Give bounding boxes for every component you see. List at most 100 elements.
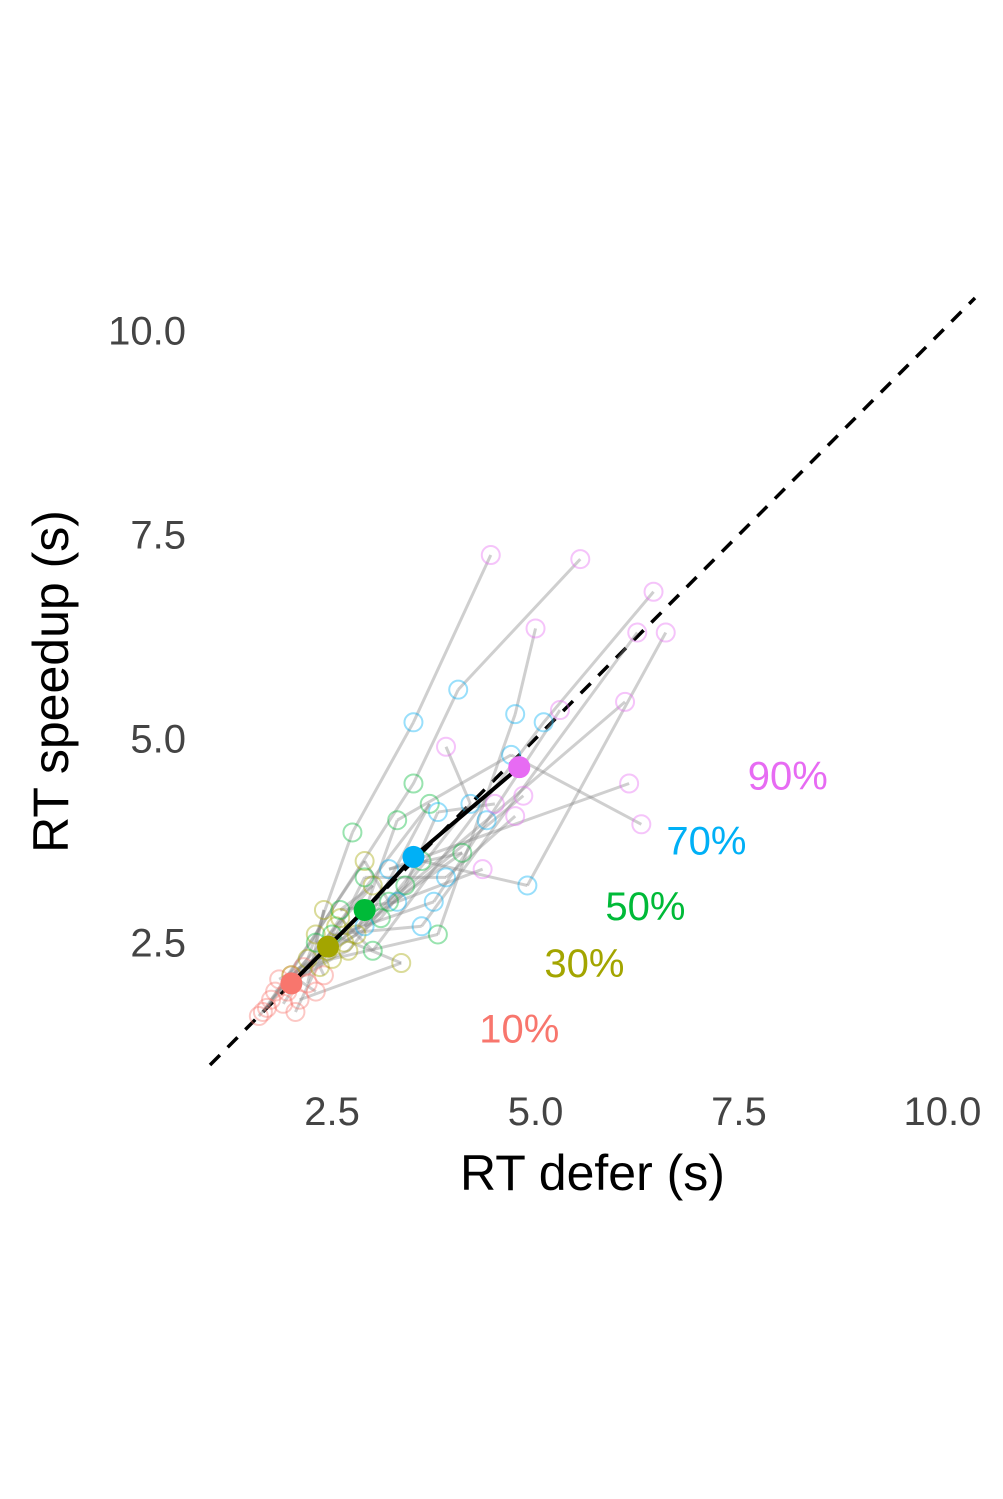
participant-segment (396, 753, 512, 822)
participant-segment (421, 859, 528, 887)
data-point (387, 810, 408, 831)
participant-segment (437, 802, 496, 814)
data-point (525, 618, 546, 639)
data-point (338, 940, 359, 961)
data-point (533, 712, 554, 733)
participant-segment (331, 933, 402, 965)
participant-segment (412, 689, 460, 785)
quantile-labels: 10% 30% 50% 70%90% (479, 754, 828, 1051)
participant-segment (306, 909, 326, 984)
data-point (293, 957, 314, 978)
data-point (403, 712, 424, 733)
participant-segment (526, 631, 668, 887)
data-point (326, 916, 347, 937)
data-point (403, 773, 424, 794)
participant-segment (420, 631, 639, 928)
data-point (436, 867, 457, 888)
participant-segment (261, 860, 366, 1013)
data-point (305, 981, 326, 1002)
data-point (436, 736, 457, 757)
participant-segment (432, 709, 562, 903)
data-point (619, 773, 640, 794)
participant-segment (339, 917, 374, 952)
data-point (342, 822, 363, 843)
data-point (330, 908, 351, 929)
data-point (346, 924, 367, 945)
data-point (627, 622, 648, 643)
data-point (354, 867, 375, 888)
data-point (313, 965, 334, 986)
participant-segment (457, 558, 582, 691)
data-point (476, 810, 497, 831)
participant-segment (444, 746, 472, 805)
data-point (643, 581, 664, 602)
x-tick-label: 5.0 (508, 1090, 564, 1134)
data-point (505, 806, 526, 827)
participant-segment (388, 782, 630, 871)
data-point (419, 793, 440, 814)
mean-point (353, 898, 376, 921)
x-tick-label: 2.5 (304, 1090, 360, 1134)
participant-segment (351, 721, 415, 834)
data-point (505, 704, 526, 725)
y-axis-title: RT speedup (s) (23, 510, 79, 853)
data-point (379, 859, 400, 880)
data-point (252, 1001, 273, 1022)
participant-segment (331, 924, 422, 936)
series-label: 30% (544, 942, 624, 986)
data-point (655, 622, 676, 643)
data-point (460, 793, 481, 814)
data-point (354, 851, 375, 872)
data-point (411, 916, 432, 937)
mean-point (317, 935, 340, 958)
participant-segment (412, 554, 493, 723)
y-tick-label: 5.0 (130, 718, 186, 762)
participant-segment (363, 860, 391, 903)
data-point (452, 842, 473, 863)
data-point (285, 1001, 306, 1022)
participant-segment (265, 933, 318, 1009)
participant-segment (485, 700, 627, 822)
participant-segment (363, 803, 432, 927)
series-label: 70% (666, 820, 746, 864)
series-label: 90% (748, 754, 828, 798)
participant-segment (314, 782, 415, 936)
participant-segment (436, 713, 517, 935)
participant-segment (299, 961, 402, 1002)
data-point (513, 785, 534, 806)
data-point (448, 679, 469, 700)
mean-point (280, 972, 303, 995)
data-point (273, 993, 294, 1014)
data-point (391, 953, 412, 974)
data-point (427, 802, 448, 823)
participant-segment (331, 932, 439, 961)
series-label: 10% (479, 1007, 559, 1051)
x-tick-label: 10.0 (904, 1090, 982, 1134)
y-tick-label: 10.0 (108, 310, 186, 354)
participant-segment (318, 966, 326, 976)
participant-points (248, 545, 676, 1027)
data-point (423, 891, 444, 912)
data-point (309, 957, 330, 978)
data-point (395, 875, 416, 896)
participant-segment (542, 590, 655, 724)
data-point (305, 924, 326, 945)
participant-segment (513, 628, 537, 715)
data-point (330, 899, 351, 920)
participant-segment (315, 900, 435, 945)
data-point (248, 1006, 269, 1027)
mean-line-group (280, 756, 531, 995)
tick-labels: 2.5 5.0 7.5 10.0 2.5 5.0 7.5 10.0 (108, 310, 981, 1134)
data-point (615, 691, 636, 712)
x-axis-title: RT defer (s) (460, 1145, 725, 1201)
data-point (517, 875, 538, 896)
data-point (313, 899, 334, 920)
x-tick-label: 7.5 (711, 1090, 767, 1134)
participant-segment (396, 867, 484, 904)
data-point (362, 940, 383, 961)
participant-segment (334, 802, 431, 928)
participant-segment (363, 794, 525, 928)
data-point (631, 814, 652, 835)
